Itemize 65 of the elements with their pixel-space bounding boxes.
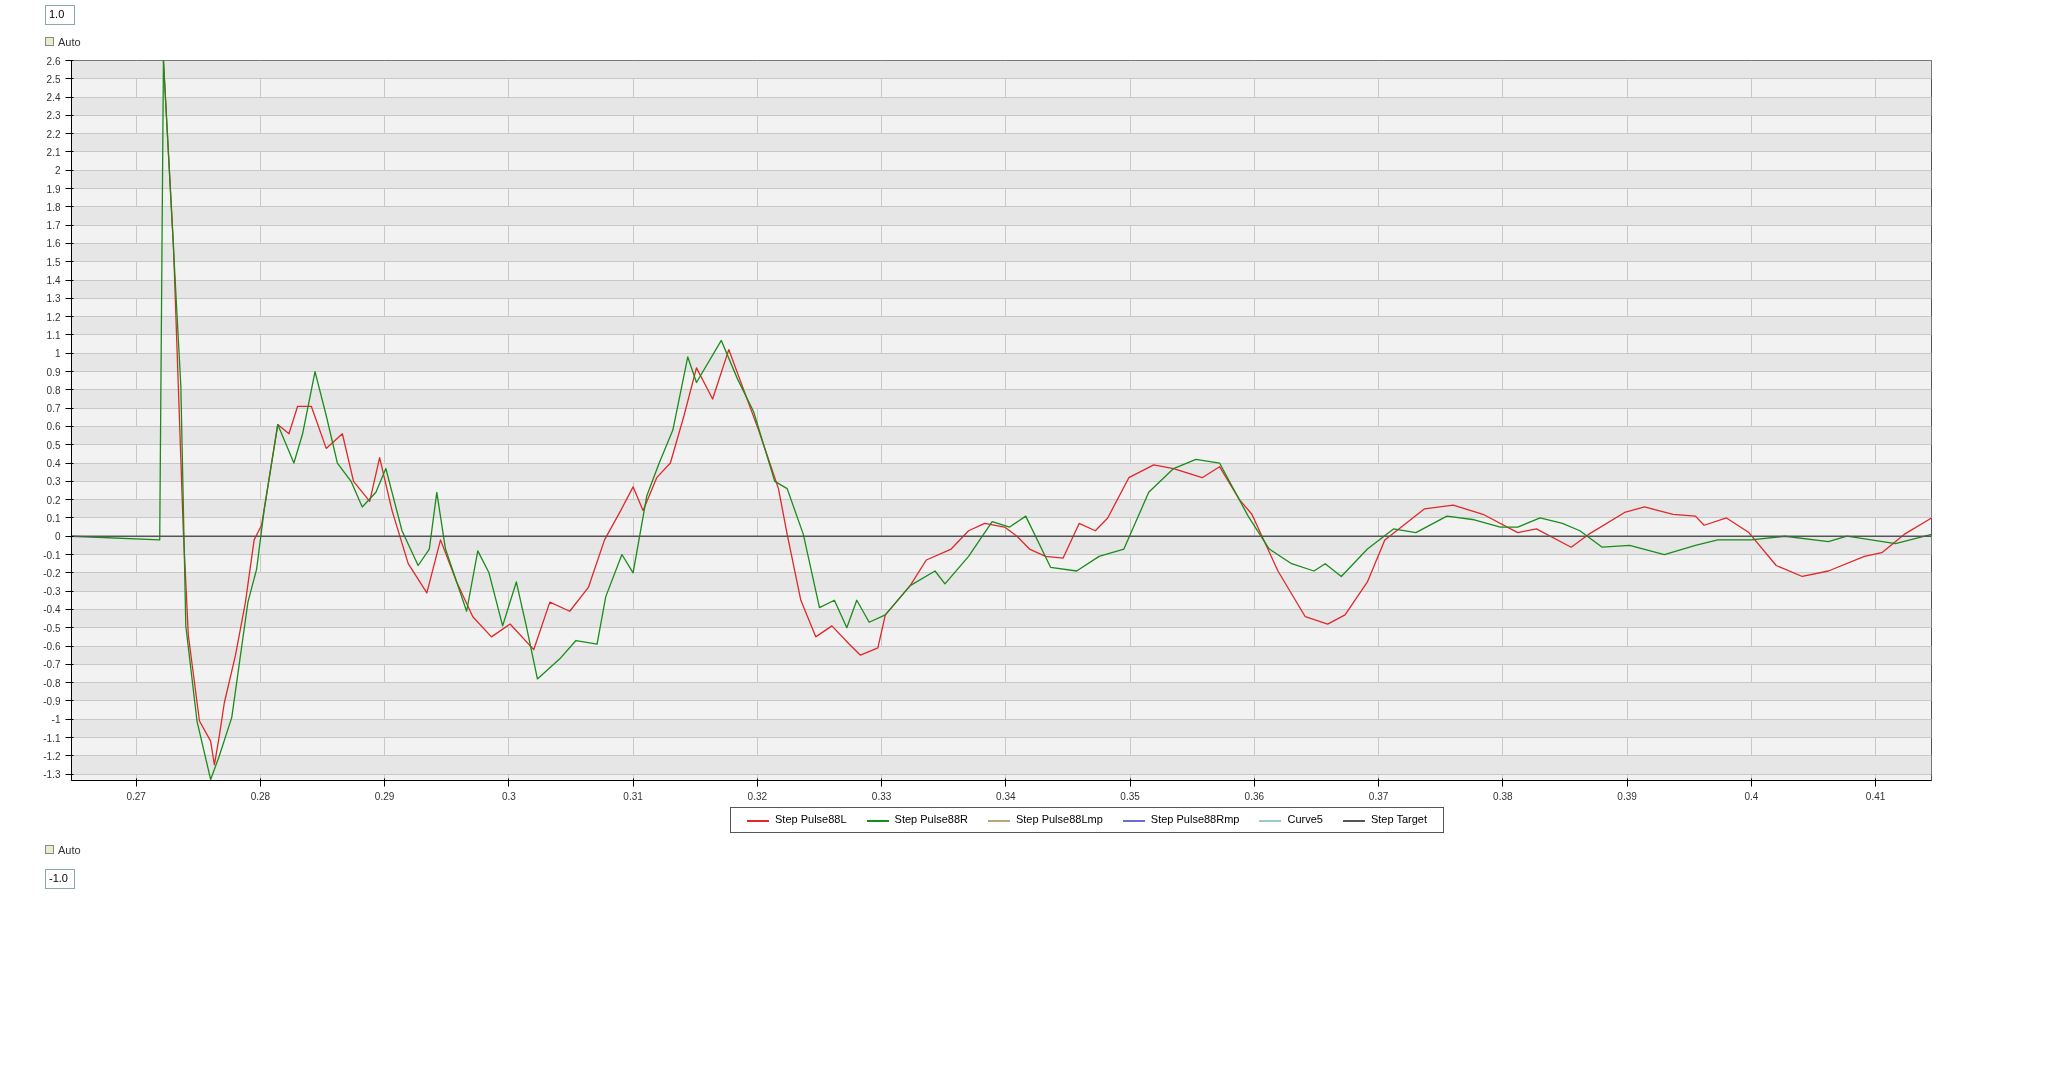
legend-label: Step Pulse88R <box>893 813 968 826</box>
y-tick-label: 1.7 <box>46 220 61 232</box>
legend-label: Curve5 <box>1286 813 1323 826</box>
y-tick-label: 0.9 <box>46 366 61 378</box>
x-tick-label: 0.33 <box>871 790 892 802</box>
y-tick-label: -0.4 <box>43 604 61 616</box>
x-tick-label: 0.37 <box>1368 790 1389 802</box>
y-tick-label: 1.6 <box>46 238 61 250</box>
y-tick-label: 2 <box>54 165 61 177</box>
y-tick-label: 1.8 <box>46 202 61 214</box>
y-tick-label: -0.6 <box>43 641 61 653</box>
x-tick-label: 0.27 <box>126 790 147 802</box>
y-tick-label: -1.1 <box>43 732 61 744</box>
x-tick-label: 0.31 <box>623 790 644 802</box>
y-tick-label: -1.3 <box>43 769 61 781</box>
y-tick-label: 2.2 <box>46 129 61 141</box>
y-tick-label: 0 <box>54 531 61 543</box>
y-tick-label: -0.9 <box>43 696 61 708</box>
y-tick-label: -0.2 <box>43 568 61 580</box>
y-tick-label: 2.6 <box>46 55 61 67</box>
x-tick-label: 0.34 <box>996 790 1017 802</box>
text: 1.0 <box>49 7 65 22</box>
y-tick-label: 2.3 <box>46 110 61 122</box>
y-tick-label: 2.1 <box>46 147 61 159</box>
y-tick-label: 0.7 <box>46 403 61 415</box>
x-tick-label: 0.29 <box>374 790 395 802</box>
legend-label: Step Pulse88L <box>774 813 847 826</box>
y-tick-label: -0.5 <box>43 623 61 635</box>
y-tick-label: 1.9 <box>46 183 61 195</box>
y-tick-label: 1.4 <box>46 275 61 287</box>
y-tick-label: 1.3 <box>46 293 61 305</box>
text: Auto <box>57 34 81 50</box>
x-tick-label: 0.28 <box>250 790 271 802</box>
x-tick-label: 0.3 <box>501 790 517 802</box>
x-tick-label: 0.41 <box>1865 790 1886 802</box>
x-tick-label: 0.4 <box>1744 790 1759 802</box>
y-tick-label: 1.1 <box>46 330 61 342</box>
y-tick-label: -0.1 <box>43 549 61 561</box>
y-tick-label: 1.2 <box>46 312 61 324</box>
y-tick-label: -1 <box>51 714 61 726</box>
y-tick-label: 0.2 <box>46 495 61 507</box>
y-tick-label: -1.2 <box>43 751 61 763</box>
y-tick-label: 0.5 <box>46 440 61 452</box>
x-tick-label: 0.36 <box>1244 790 1265 802</box>
x-tick-label: 0.32 <box>747 790 768 802</box>
y-tick-label: 0.8 <box>46 385 61 397</box>
y-tick-label: 2.4 <box>46 92 61 104</box>
y-tick-label: 2.5 <box>46 74 61 86</box>
legend-label: Step Pulse88Rmp <box>1149 813 1240 826</box>
x-tick-label: 0.35 <box>1120 790 1141 802</box>
text: -1.0 <box>49 870 68 886</box>
y-tick-label: 0.3 <box>46 476 61 488</box>
y-tick-label: -0.8 <box>43 678 61 690</box>
y-tick-label: -0.7 <box>43 659 61 671</box>
legend-label: Step Target <box>1369 813 1427 826</box>
y-tick-label: 0.6 <box>46 421 61 433</box>
x-tick-label: 0.39 <box>1617 790 1638 802</box>
y-tick-label: 1 <box>54 348 61 360</box>
y-tick-label: 0.1 <box>46 513 61 525</box>
y-tick-label: 0.4 <box>46 458 61 470</box>
legend-label: Step Pulse88Lmp <box>1014 813 1103 826</box>
text: Auto <box>57 843 81 859</box>
y-tick-label: 1.5 <box>46 257 61 269</box>
x-tick-label: 0.38 <box>1493 790 1514 802</box>
y-tick-label: -0.3 <box>43 586 61 598</box>
